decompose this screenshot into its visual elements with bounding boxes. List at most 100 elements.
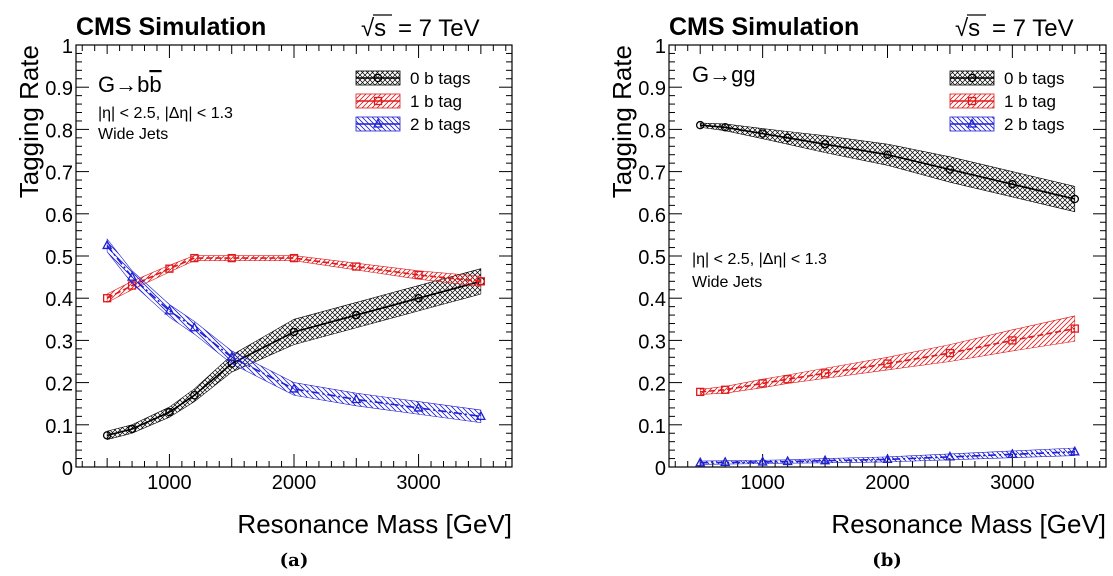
data-point (351, 393, 362, 404)
series-square (696, 315, 1079, 397)
uncertainty-band (699, 122, 1076, 213)
x-axis-label: Resonance Mass [GeV] (237, 509, 512, 539)
series-line (700, 124, 1075, 200)
data-point (102, 239, 113, 250)
process-label: G→bb (98, 72, 162, 97)
y-tick-label: 1 (655, 36, 666, 58)
legend: 0 b tags 1 b tag 2 b tags (355, 69, 471, 134)
jets-label: Wide Jets (98, 126, 168, 143)
data-point (696, 387, 705, 397)
y-tick-label: 0.6 (45, 205, 73, 227)
panel-label: (a) (280, 550, 309, 571)
series-line (700, 327, 1075, 393)
energy-value: = 7 TeV (992, 15, 1074, 42)
data-point (883, 359, 892, 368)
y-tick-label: 0.3 (638, 331, 666, 353)
y-tick-label: 0.8 (638, 120, 666, 142)
y-tick-label: 0.6 (638, 205, 666, 227)
y-tick-label: 0.3 (45, 331, 73, 353)
data-point (189, 321, 200, 332)
x-axis: 1000 2000 3000 (674, 45, 1101, 494)
series-triangle (695, 445, 1080, 467)
y-axis: 0 0.1 0.2 0.3 0.4 0.5 0.6 0.7 0.8 0.9 1 (638, 36, 1106, 480)
data-point (783, 133, 792, 143)
data-point (165, 407, 174, 417)
data-point (1070, 194, 1080, 204)
y-tick-label: 0 (62, 458, 73, 480)
x-tick-label: 2000 (272, 472, 317, 494)
jets-label: Wide Jets (692, 274, 762, 291)
y-tick-label: 0.1 (45, 416, 73, 438)
series-line (106, 244, 481, 418)
legend-marker (373, 73, 383, 83)
data-point (945, 348, 955, 358)
y-tick-label: 0 (655, 458, 666, 480)
series-circle (695, 120, 1080, 213)
uncertainty-band (699, 447, 1076, 465)
data-point (475, 410, 486, 421)
legend-marker (967, 96, 977, 106)
data-point (820, 139, 830, 149)
data-point (883, 150, 892, 159)
legend-label: 2 b tags (1004, 115, 1065, 134)
data-point (164, 304, 175, 315)
x-axis: 1000 2000 3000 (81, 45, 507, 494)
data-point (782, 455, 793, 466)
legend-marker (967, 73, 977, 83)
data-point (695, 456, 706, 467)
data-point (783, 375, 792, 384)
sqrt-s: √s (955, 15, 980, 42)
data-point (819, 454, 831, 465)
data-point (944, 450, 956, 461)
panel-b: CMS Simulation √s = 7 TeV 00.10.20.30.40… (607, 13, 1107, 571)
data-point (721, 385, 730, 394)
y-tick-label: 0.9 (638, 78, 666, 100)
legend-label: 0 b tags (1004, 69, 1065, 88)
data-point (127, 424, 137, 434)
data-point (190, 391, 199, 400)
data-point (289, 327, 299, 337)
data-point (288, 383, 300, 393)
header-energy: √s = 7 TeV (361, 14, 480, 42)
y-axis-label: Tagging Rate (14, 45, 44, 198)
legend-label: 0 b tags (410, 69, 471, 88)
y-tick-label: 0.5 (45, 247, 73, 269)
data-point (1070, 324, 1079, 333)
legend: 0 b tags 1 b tag 2 b tags (949, 69, 1065, 134)
y-tick-label: 0.4 (638, 289, 666, 311)
x-axis-label: Resonance Mass [GeV] (831, 509, 1106, 539)
x-tick-label: 1000 (740, 472, 785, 494)
legend-label: 1 b tag (1004, 92, 1056, 111)
data-point (1008, 336, 1017, 345)
data-point (413, 402, 424, 412)
y-tick-label: 0.7 (638, 163, 666, 185)
data-point (1007, 448, 1018, 458)
y-tick-label: 0.8 (45, 120, 73, 142)
data-point (414, 270, 423, 280)
x-tick-label: 3000 (396, 472, 441, 494)
y-tick-label: 0.4 (45, 289, 73, 311)
data-point (102, 431, 112, 440)
data-point (945, 165, 955, 174)
data-point (882, 453, 893, 464)
data-point (227, 253, 236, 263)
sqrt-s: √s (361, 15, 386, 42)
legend-marker (372, 118, 384, 128)
data-point (720, 123, 730, 132)
panel-label: (b) (872, 550, 902, 571)
data-point (476, 277, 486, 286)
legend-marker (373, 96, 383, 106)
data-point (757, 456, 768, 466)
legend-marker (966, 118, 978, 128)
legend-label: 2 b tags (410, 115, 471, 134)
data-point (758, 129, 767, 138)
x-tick-label: 1000 (147, 472, 192, 494)
data-point (126, 271, 138, 281)
y-tick-label: 0.2 (45, 374, 73, 396)
panel-a: CMS Simulation √s = 7 TeV 0 0.1 0.2 0.3 0.4 0… (14, 13, 513, 571)
y-tick-label: 0.9 (45, 78, 73, 100)
header-cms: CMS Simulation (76, 13, 266, 41)
series-line (700, 451, 1075, 464)
data-point (695, 120, 705, 130)
